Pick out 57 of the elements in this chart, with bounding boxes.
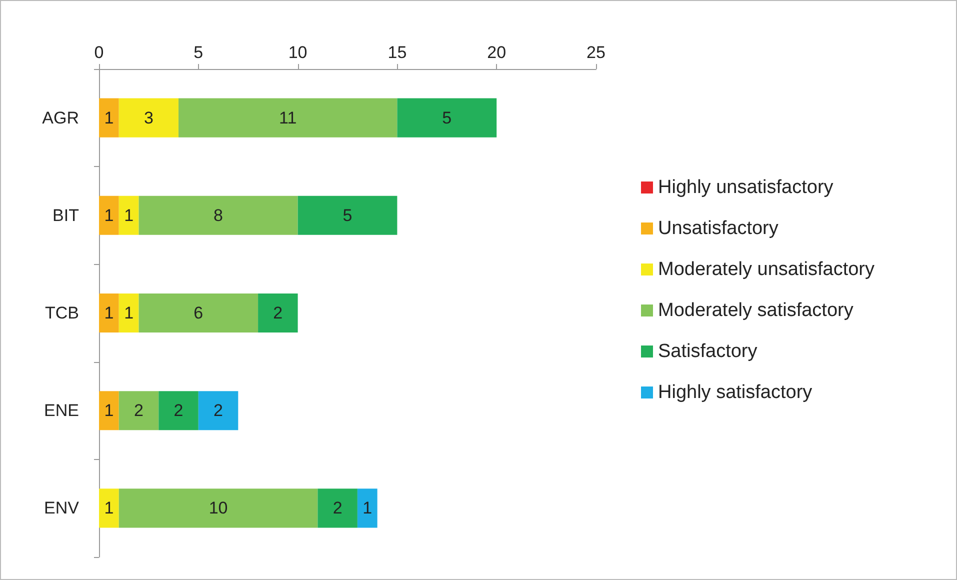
x-tick-label: 15 (388, 43, 407, 62)
data-label: 2 (134, 401, 144, 420)
data-label: 10 (208, 498, 228, 518)
data-label: 2 (174, 401, 184, 420)
data-label: 2 (332, 498, 342, 518)
bar (158, 391, 198, 430)
x-tick-label: 5 (194, 43, 204, 62)
bar (99, 488, 119, 528)
y-tick-label: TCB (45, 304, 79, 322)
legend-label: Highly satisfactory (658, 382, 813, 403)
bar (99, 293, 119, 333)
data-label: 2 (273, 304, 283, 322)
y-tick-label: BIT (52, 206, 79, 225)
data-label: 5 (342, 206, 352, 225)
bar (357, 488, 378, 528)
bar (138, 293, 258, 333)
legend-label: Highly unsatisfactory (658, 177, 834, 198)
data-label: 5 (442, 108, 452, 128)
data-label: 1 (124, 206, 134, 225)
bar (318, 488, 358, 528)
bar (118, 98, 179, 138)
x-tick-label: 10 (288, 43, 308, 62)
data-label: 6 (194, 304, 204, 322)
bar (198, 391, 238, 430)
bar (118, 293, 139, 333)
data-label: 1 (104, 108, 114, 128)
data-label: 1 (362, 498, 372, 518)
bar (99, 98, 119, 138)
bar (99, 391, 119, 430)
bar (138, 196, 298, 235)
bar (397, 98, 497, 138)
data-label: 3 (144, 108, 154, 128)
y-tick-label: ENE (44, 401, 79, 420)
bar (298, 196, 398, 235)
bar (118, 391, 159, 430)
legend-label: Moderately unsatisfactory (658, 259, 875, 280)
data-label: 1 (124, 304, 134, 322)
data-label: 2 (214, 401, 224, 420)
x-tick-label: 20 (487, 43, 506, 62)
y-tick-label: AGR (42, 108, 79, 128)
legend-label: Moderately satisfactory (658, 300, 854, 321)
bar (99, 196, 119, 235)
legend-label: Satisfactory (658, 341, 758, 362)
bar (258, 293, 298, 333)
bar (118, 488, 318, 528)
x-tick-label: 25 (586, 43, 606, 62)
data-label: 8 (214, 206, 224, 225)
data-label: 1 (104, 498, 114, 518)
x-tick-label: 0 (94, 43, 104, 62)
bar (178, 98, 398, 138)
y-tick-label: ENV (44, 498, 80, 518)
legend-label: Unsatisfactory (658, 218, 779, 239)
bar (118, 196, 139, 235)
data-label: 11 (279, 108, 297, 128)
data-label: 1 (104, 206, 114, 225)
data-label: 1 (104, 401, 114, 420)
data-label: 1 (104, 304, 114, 322)
